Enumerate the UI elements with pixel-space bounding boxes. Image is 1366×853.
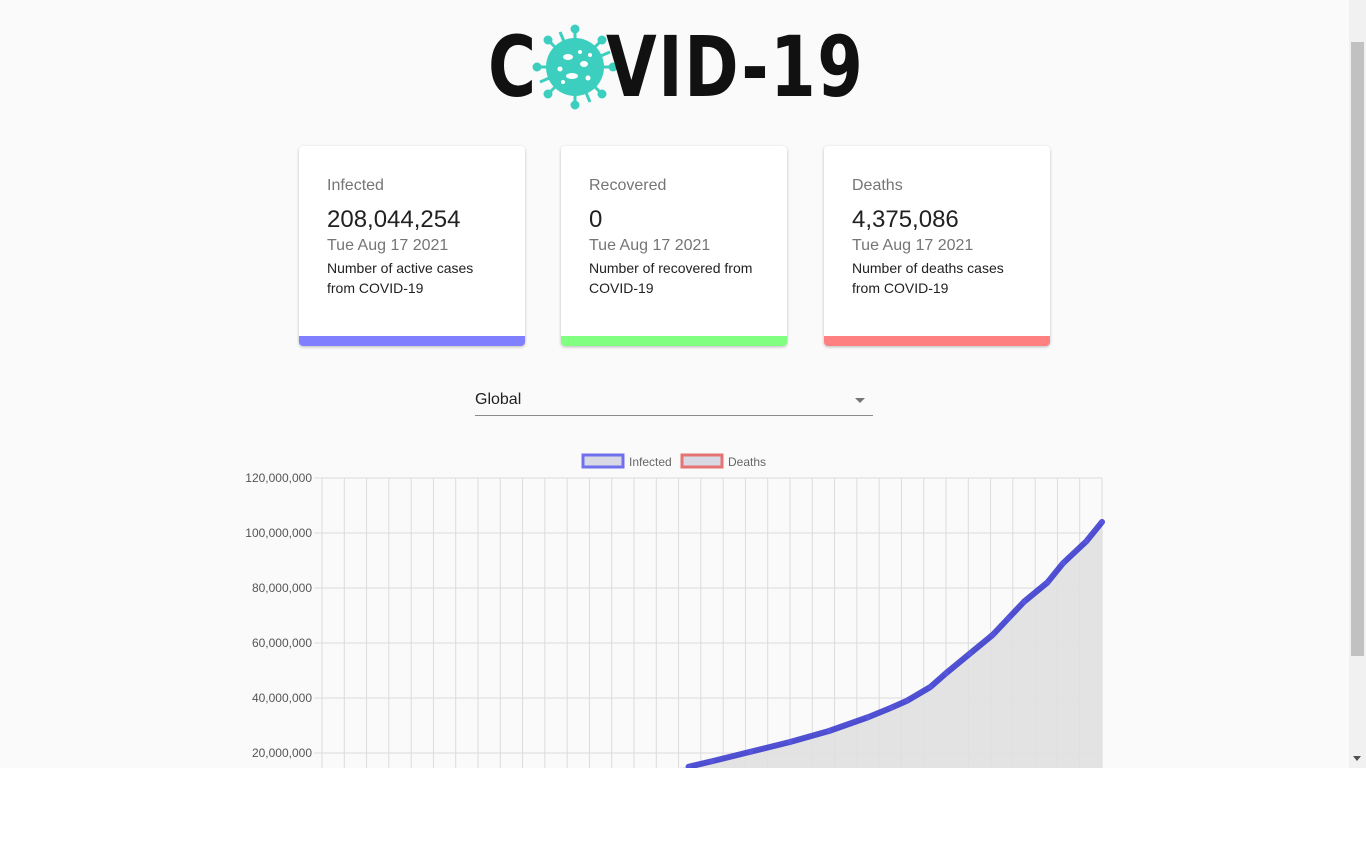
infected-card: Infected 208,044,254 Tue Aug 17 2021 Num… xyxy=(299,146,525,346)
infected-point xyxy=(709,758,715,764)
logo-text-rest: VID-19 xyxy=(606,18,865,116)
infected-point xyxy=(748,749,754,755)
card-value: 4,375,086 xyxy=(852,206,959,233)
infected-area xyxy=(677,522,1102,768)
infected-point xyxy=(787,739,793,745)
infected-point xyxy=(1060,560,1066,566)
infected-point xyxy=(943,670,949,676)
legend-label: Infected xyxy=(629,455,672,469)
card-date: Tue Aug 17 2021 xyxy=(327,237,449,254)
covid-logo: C xyxy=(488,18,865,116)
deaths-card: Deaths 4,375,086 Tue Aug 17 2021 Number … xyxy=(824,146,1050,346)
y-tick-label: 20,000,000 xyxy=(252,746,312,760)
y-tick-label: 120,000,000 xyxy=(245,471,312,485)
card-title: Deaths xyxy=(852,177,903,194)
infected-point xyxy=(1005,615,1011,621)
virus-icon xyxy=(532,24,618,110)
country-select-value: Global xyxy=(475,391,522,408)
logo-text-c: C xyxy=(488,18,538,116)
page-viewport: C xyxy=(245,18,1105,768)
infected-point xyxy=(904,698,910,704)
scroll-down-arrow-icon[interactable] xyxy=(1353,756,1361,761)
y-tick-label: 100,000,000 xyxy=(245,526,312,540)
country-select[interactable]: Global xyxy=(475,386,873,416)
legend-swatch xyxy=(581,453,625,469)
infected-line xyxy=(685,519,1105,768)
y-tick-label: 40,000,000 xyxy=(252,691,312,705)
card-title: Recovered xyxy=(589,177,667,194)
scrollbar[interactable] xyxy=(1349,0,1366,768)
infected-point xyxy=(990,632,996,638)
chevron-down-icon[interactable] xyxy=(855,398,865,403)
card-description: Number of active cases from COVID-19 xyxy=(327,260,474,296)
infected-point xyxy=(686,764,692,768)
scrollbar-thumb[interactable] xyxy=(1351,42,1364,656)
card-color-bar xyxy=(824,336,1050,346)
card-description: Number of deaths cases from COVID-19 xyxy=(852,260,1004,296)
infected-point xyxy=(927,684,933,690)
card-color-bar xyxy=(299,336,525,346)
card-color-bar xyxy=(561,336,787,346)
infected-point xyxy=(826,728,832,734)
legend-swatch xyxy=(680,453,724,469)
y-tick-label: 80,000,000 xyxy=(252,581,312,595)
card-date: Tue Aug 17 2021 xyxy=(589,237,711,254)
y-tick-label: 60,000,000 xyxy=(252,636,312,650)
card-title: Infected xyxy=(327,177,384,194)
infected-point xyxy=(865,714,871,720)
infected-point xyxy=(966,651,972,657)
infected-point xyxy=(888,705,894,711)
infected-point xyxy=(1021,599,1027,605)
card-value: 208,044,254 xyxy=(327,206,461,233)
recovered-card: Recovered 0 Tue Aug 17 2021 Number of re… xyxy=(561,146,787,346)
card-description: Number of recovered from COVID-19 xyxy=(589,260,753,296)
cases-line-chart: 120,000,000 100,000,000 80,000,000 60,000,0… xyxy=(245,453,1105,768)
card-value: 0 xyxy=(589,206,603,233)
infected-point xyxy=(1083,538,1089,544)
infected-point xyxy=(1099,519,1105,525)
legend-label: Deaths xyxy=(728,455,766,469)
infected-point xyxy=(1044,580,1050,585)
card-date: Tue Aug 17 2021 xyxy=(852,237,974,254)
